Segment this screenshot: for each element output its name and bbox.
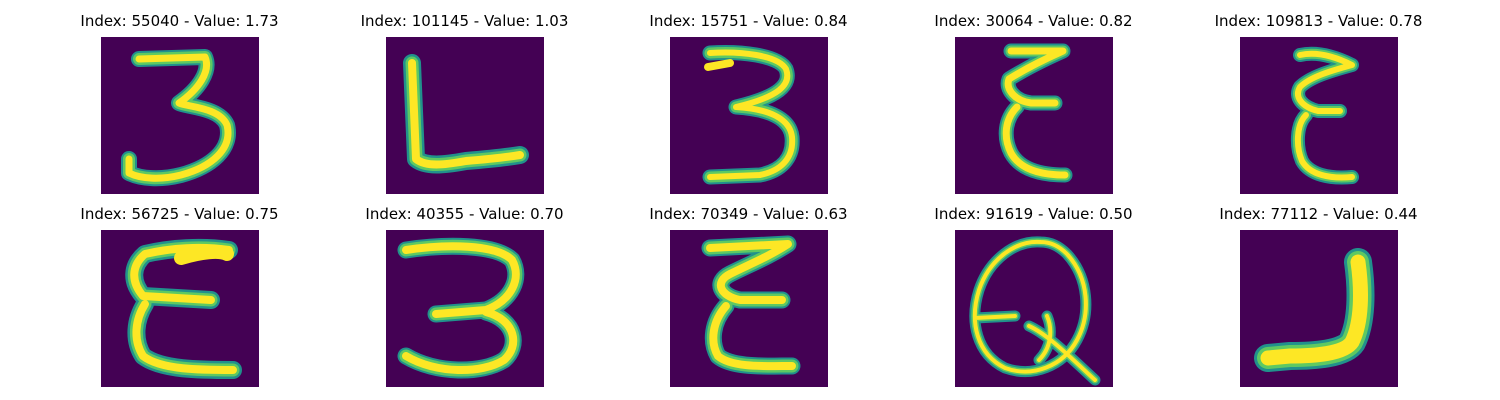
panel-title: Index: 15751 - Value: 0.84 xyxy=(649,12,848,30)
panel-title: Index: 56725 - Value: 0.75 xyxy=(80,205,279,223)
panel-title: Index: 70349 - Value: 0.63 xyxy=(649,205,848,223)
panel-title: Index: 30064 - Value: 0.82 xyxy=(934,12,1133,30)
handwritten-3-image xyxy=(386,230,544,387)
panel-title: Index: 109813 - Value: 0.78 xyxy=(1214,12,1423,30)
handwritten-L-image xyxy=(386,37,544,194)
panel-title: Index: 77112 - Value: 0.44 xyxy=(1219,205,1418,223)
panel-title: Index: 40355 - Value: 0.70 xyxy=(365,205,564,223)
handwritten-3-image xyxy=(101,37,259,194)
handwritten-3-image xyxy=(670,37,828,194)
panel-title: Index: 101145 - Value: 1.03 xyxy=(360,12,569,30)
handwritten-mirrored-3-image xyxy=(101,230,259,387)
handwritten-mirrored-3-image xyxy=(670,230,828,387)
handwritten-mirrored-3-image xyxy=(1240,37,1398,194)
panel-title: Index: 91619 - Value: 0.50 xyxy=(934,205,1133,223)
panel-title: Index: 55040 - Value: 1.73 xyxy=(80,12,279,30)
handwritten-Q-image xyxy=(955,230,1113,387)
handwritten-J-image xyxy=(1240,230,1398,387)
handwritten-mirrored-3-image xyxy=(955,37,1113,194)
